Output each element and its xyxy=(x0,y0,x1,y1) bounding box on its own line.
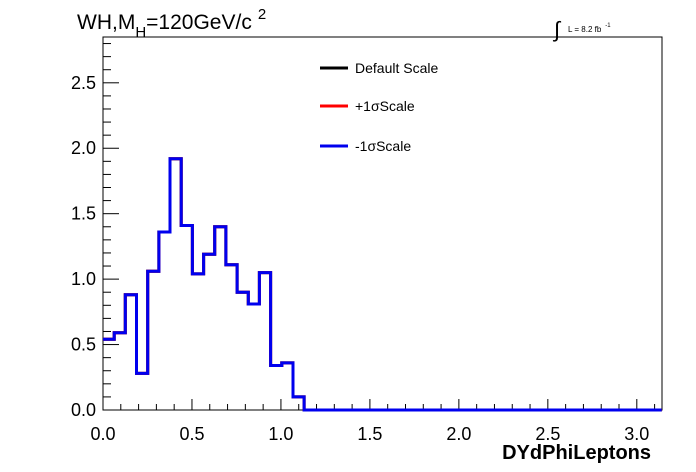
x-tick-label: 3.0 xyxy=(624,424,649,444)
legend-label: +1σScale xyxy=(355,98,415,114)
x-tick-label: 2.5 xyxy=(535,424,560,444)
y-axis: 0.0 0.5 1.0 1.5 2.0 2.5 xyxy=(71,43,119,420)
plot-title: WH,MH=120GeV/c 2 xyxy=(77,6,266,41)
x-axis-title: DYdPhiLeptons xyxy=(502,442,651,464)
legend-label: Default Scale xyxy=(355,60,438,76)
title-middle: =120GeV/c xyxy=(146,11,252,34)
x-tick-label: 2.0 xyxy=(446,424,471,444)
x-axis: 0.0 0.5 1.0 1.5 2.0 2.5 3.0 xyxy=(90,399,656,444)
plot-frame xyxy=(102,36,663,411)
luminosity-label: L = 8.2 fb -1 xyxy=(568,23,611,34)
title-subscript: H xyxy=(135,24,146,41)
y-tick-label: 2.5 xyxy=(71,73,96,93)
series-line xyxy=(103,157,662,412)
series-line xyxy=(103,157,662,412)
x-tick-label: 0.5 xyxy=(179,424,204,444)
legend: Default Scale +1σScale -1σScale xyxy=(320,60,438,154)
y-tick-label: 1.0 xyxy=(71,269,96,289)
y-tick-label: 0.5 xyxy=(71,335,96,355)
y-tick-label: 2.0 xyxy=(71,138,96,158)
y-tick-label: 1.5 xyxy=(71,204,96,224)
y-tick-label: 0.0 xyxy=(71,400,96,420)
integral-symbol: ∫ xyxy=(552,17,562,42)
title-prefix: WH,M xyxy=(77,11,135,34)
x-tick-label: 1.5 xyxy=(357,424,382,444)
series-layer xyxy=(103,157,662,412)
series-line xyxy=(103,157,662,412)
title-superscript: 2 xyxy=(258,6,266,23)
x-tick-label: 1.0 xyxy=(268,424,293,444)
x-tick-label: 0.0 xyxy=(90,424,115,444)
legend-label: -1σScale xyxy=(355,138,411,154)
